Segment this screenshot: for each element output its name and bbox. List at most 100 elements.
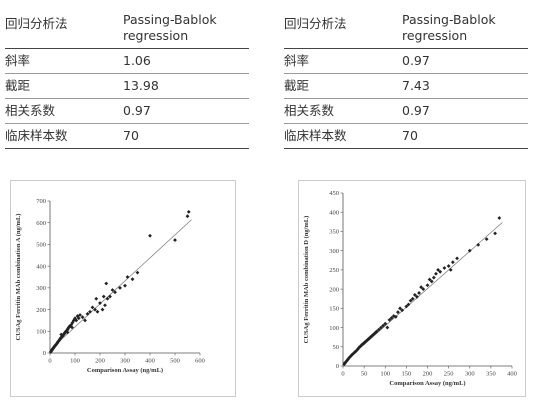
data-point [455,256,459,261]
table-row-correlation: 相关系数 0.97 [284,99,528,124]
data-point [347,355,352,360]
x-tick-label: 100 [70,358,80,365]
data-point [93,307,97,312]
y-tick-label: 100 [329,325,339,332]
data-point [74,318,79,323]
row-label: 临床样本数 [5,128,68,143]
data-point [467,248,472,253]
table-row-sample-count: 临床样本数 70 [5,124,249,149]
row-label: 相关系数 [5,103,56,118]
data-point [360,342,364,347]
x-tick-label: 150 [402,371,412,378]
y-tick-label: 0 [336,363,339,370]
table-row-intercept: 截距 7.43 [284,74,528,99]
data-point [80,315,85,320]
table-row-slope: 斜率 1.06 [5,49,249,74]
data-point [59,332,64,337]
y-tick-label: 100 [36,328,46,335]
y-tick-label: 0 [43,350,46,357]
x-tick-label: 400 [145,358,155,365]
x-tick-label: 200 [423,371,433,378]
data-point [412,292,417,297]
y-tick-label: 300 [329,248,339,255]
data-point [476,243,481,247]
x-tick-label: 600 [195,358,205,365]
data-point [73,316,77,321]
data-point [385,325,390,330]
data-point [419,285,424,290]
regression-line [49,219,192,351]
x-tick-label: 350 [486,371,496,378]
x-tick-label: 0 [48,358,51,365]
table-header-row: 回归分析法 Passing-Bablok regression [284,8,528,49]
data-point [389,316,394,320]
data-point [431,275,436,280]
y-tick-label: 500 [36,242,46,249]
data-point [76,316,81,321]
y-tick-label: 250 [329,267,339,274]
data-point [98,301,102,305]
data-point [493,231,497,236]
y-tick-label: 600 [36,220,46,227]
data-point [448,267,453,272]
header-method-label: 回归分析法 [284,16,347,31]
data-point [484,237,489,242]
y-axis-label: CUSAg Ferritin MAb combination D (ng/mL) [303,216,310,344]
data-point [497,216,502,220]
table-row-intercept: 截距 13.98 [5,74,249,99]
data-point [442,266,447,270]
x-axis-label: Comparison Assay (ng/mL) [87,367,163,374]
chart-frame-left: 0 100 200 300 400 500 600 700 0 100 200 300 400 500 60… [10,180,236,397]
data-point [400,308,405,313]
data-point [393,314,398,319]
data-point [348,354,353,359]
data-point [113,290,117,295]
data-point [425,283,430,288]
data-point [377,327,381,332]
y-tick-label: 700 [36,198,46,205]
data-point [110,288,115,292]
y-axis-label: CUSAg Ferritin MAb combination A (ng/mL) [15,214,22,341]
x-tick-label: 250 [444,371,454,378]
data-point [434,271,438,276]
data-point [446,264,451,268]
x-tick-label: 50 [361,371,368,378]
y-tick-label: 50 [333,344,340,351]
y-tick-label: 200 [36,307,46,314]
data-point [100,307,105,312]
y-tick-label: 400 [36,263,46,270]
row-label: 相关系数 [284,103,335,118]
data-point [185,214,190,219]
data-point [408,298,413,303]
x-tick-label: 300 [465,371,475,378]
row-value: 13.98 [123,78,159,93]
x-tick-label: 200 [95,358,105,365]
row-value: 0.97 [402,53,430,68]
data-point [379,325,383,330]
data-point [85,312,90,316]
row-value: 0.97 [123,103,151,118]
header-method-value: Passing-Bablok regression [123,12,217,43]
data-point [417,291,421,295]
y-tick-label: 150 [329,306,339,313]
data-point [95,309,100,314]
data-point [65,330,70,335]
data-point [103,303,107,308]
data-point [105,296,110,301]
table-row-sample-count: 临床样本数 70 [284,124,528,149]
data-point [374,329,379,334]
data-point [70,325,74,330]
row-label: 截距 [5,78,31,93]
table-row-correlation: 相关系数 0.97 [5,99,249,124]
chart-frame-right: 0 50 100 150 200 250 300 350 400 450 0 50 100 150 200 2… [298,180,526,397]
data-point [396,310,400,315]
data-point [148,233,152,238]
data-point [71,318,76,323]
row-label: 斜率 [284,53,310,68]
y-tick-label: 200 [329,286,339,293]
data-point [404,304,409,309]
data-point [450,260,455,265]
data-point [108,294,112,299]
data-point [355,347,360,351]
data-point [83,318,87,323]
